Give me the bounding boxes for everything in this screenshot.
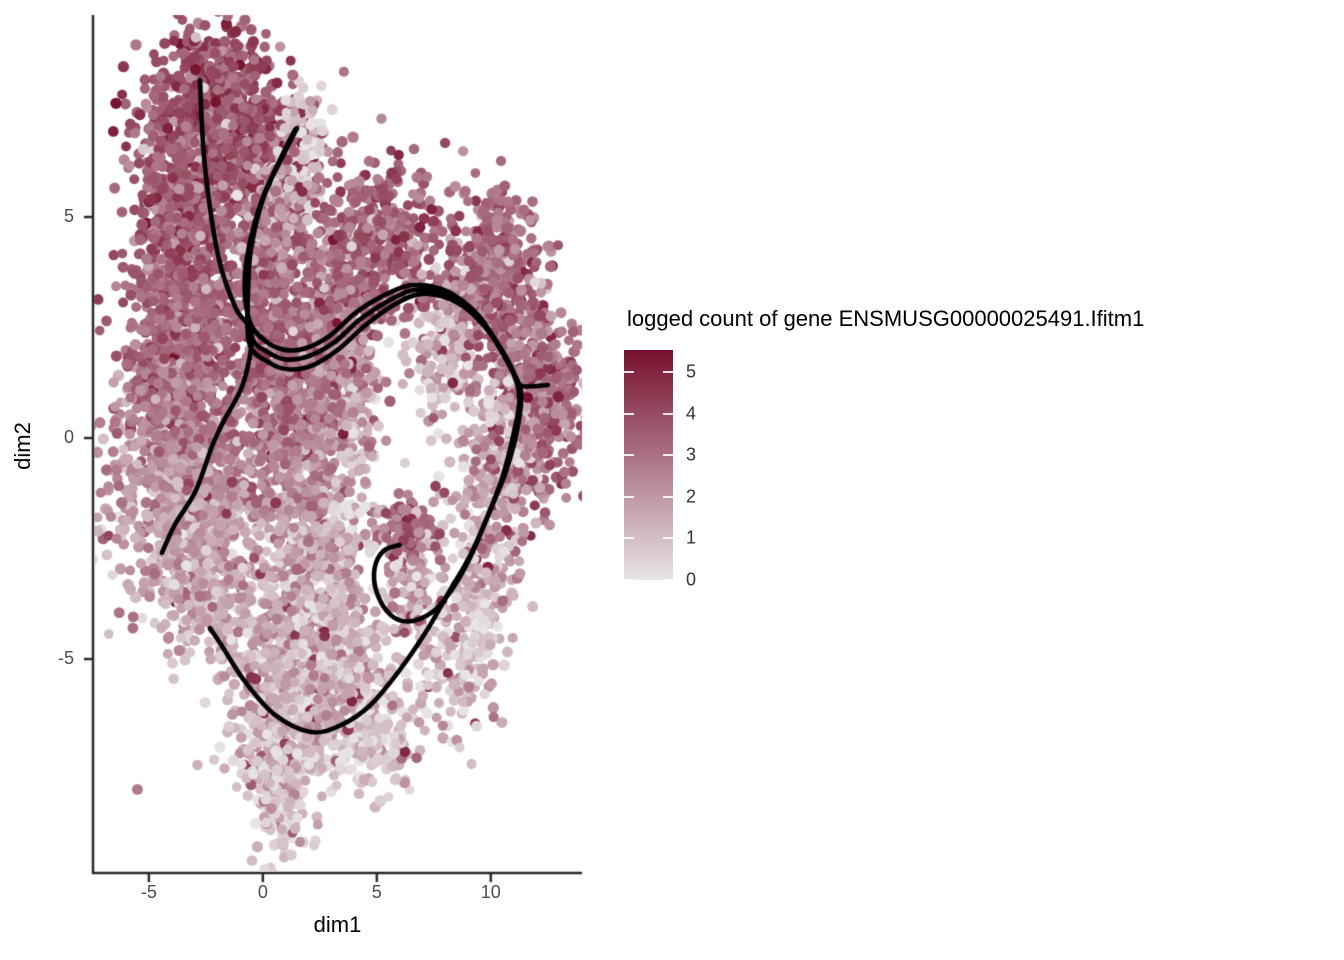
colorbar-tick-label: 0 [686, 569, 697, 590]
y-tick-label: -5 [57, 648, 74, 669]
x-tick-label: 10 [480, 882, 501, 902]
colorbar-tick-mark [624, 495, 634, 498]
x-tick-label: 5 [371, 882, 382, 902]
colorbar-tick-mark [624, 412, 634, 415]
legend-title: logged count of gene ENSMUSG00000025491.… [627, 306, 1145, 331]
colorbar-tick-label: 2 [686, 486, 697, 507]
colorbar-tick-label: 3 [686, 444, 697, 465]
colorbar-tick-mark [663, 371, 673, 374]
colorbar-tick-mark [624, 371, 634, 374]
x-tick-label: 0 [257, 882, 268, 902]
y-tick-label: 5 [63, 206, 74, 226]
colorbar-tick-mark [624, 579, 634, 581]
colorbar-tick-label: 4 [686, 403, 697, 424]
colorbar-tick-mark [663, 579, 673, 581]
colorbar-tick-label: 1 [686, 527, 697, 548]
x-tick-label: -5 [140, 882, 157, 902]
colorbar-tick-mark [663, 454, 673, 457]
x-axis-title: dim1 [313, 912, 362, 937]
colorbar-gradient [624, 350, 673, 580]
colorbar-tick-mark [663, 495, 673, 498]
colorbar-tick-mark [663, 537, 673, 540]
colorbar-tick-mark [663, 412, 673, 415]
y-tick-label: 0 [63, 427, 74, 448]
colorbar-tick-mark [624, 454, 634, 457]
colorbar-tick-label: 5 [686, 361, 697, 382]
colorbar-tick-mark [624, 537, 634, 540]
